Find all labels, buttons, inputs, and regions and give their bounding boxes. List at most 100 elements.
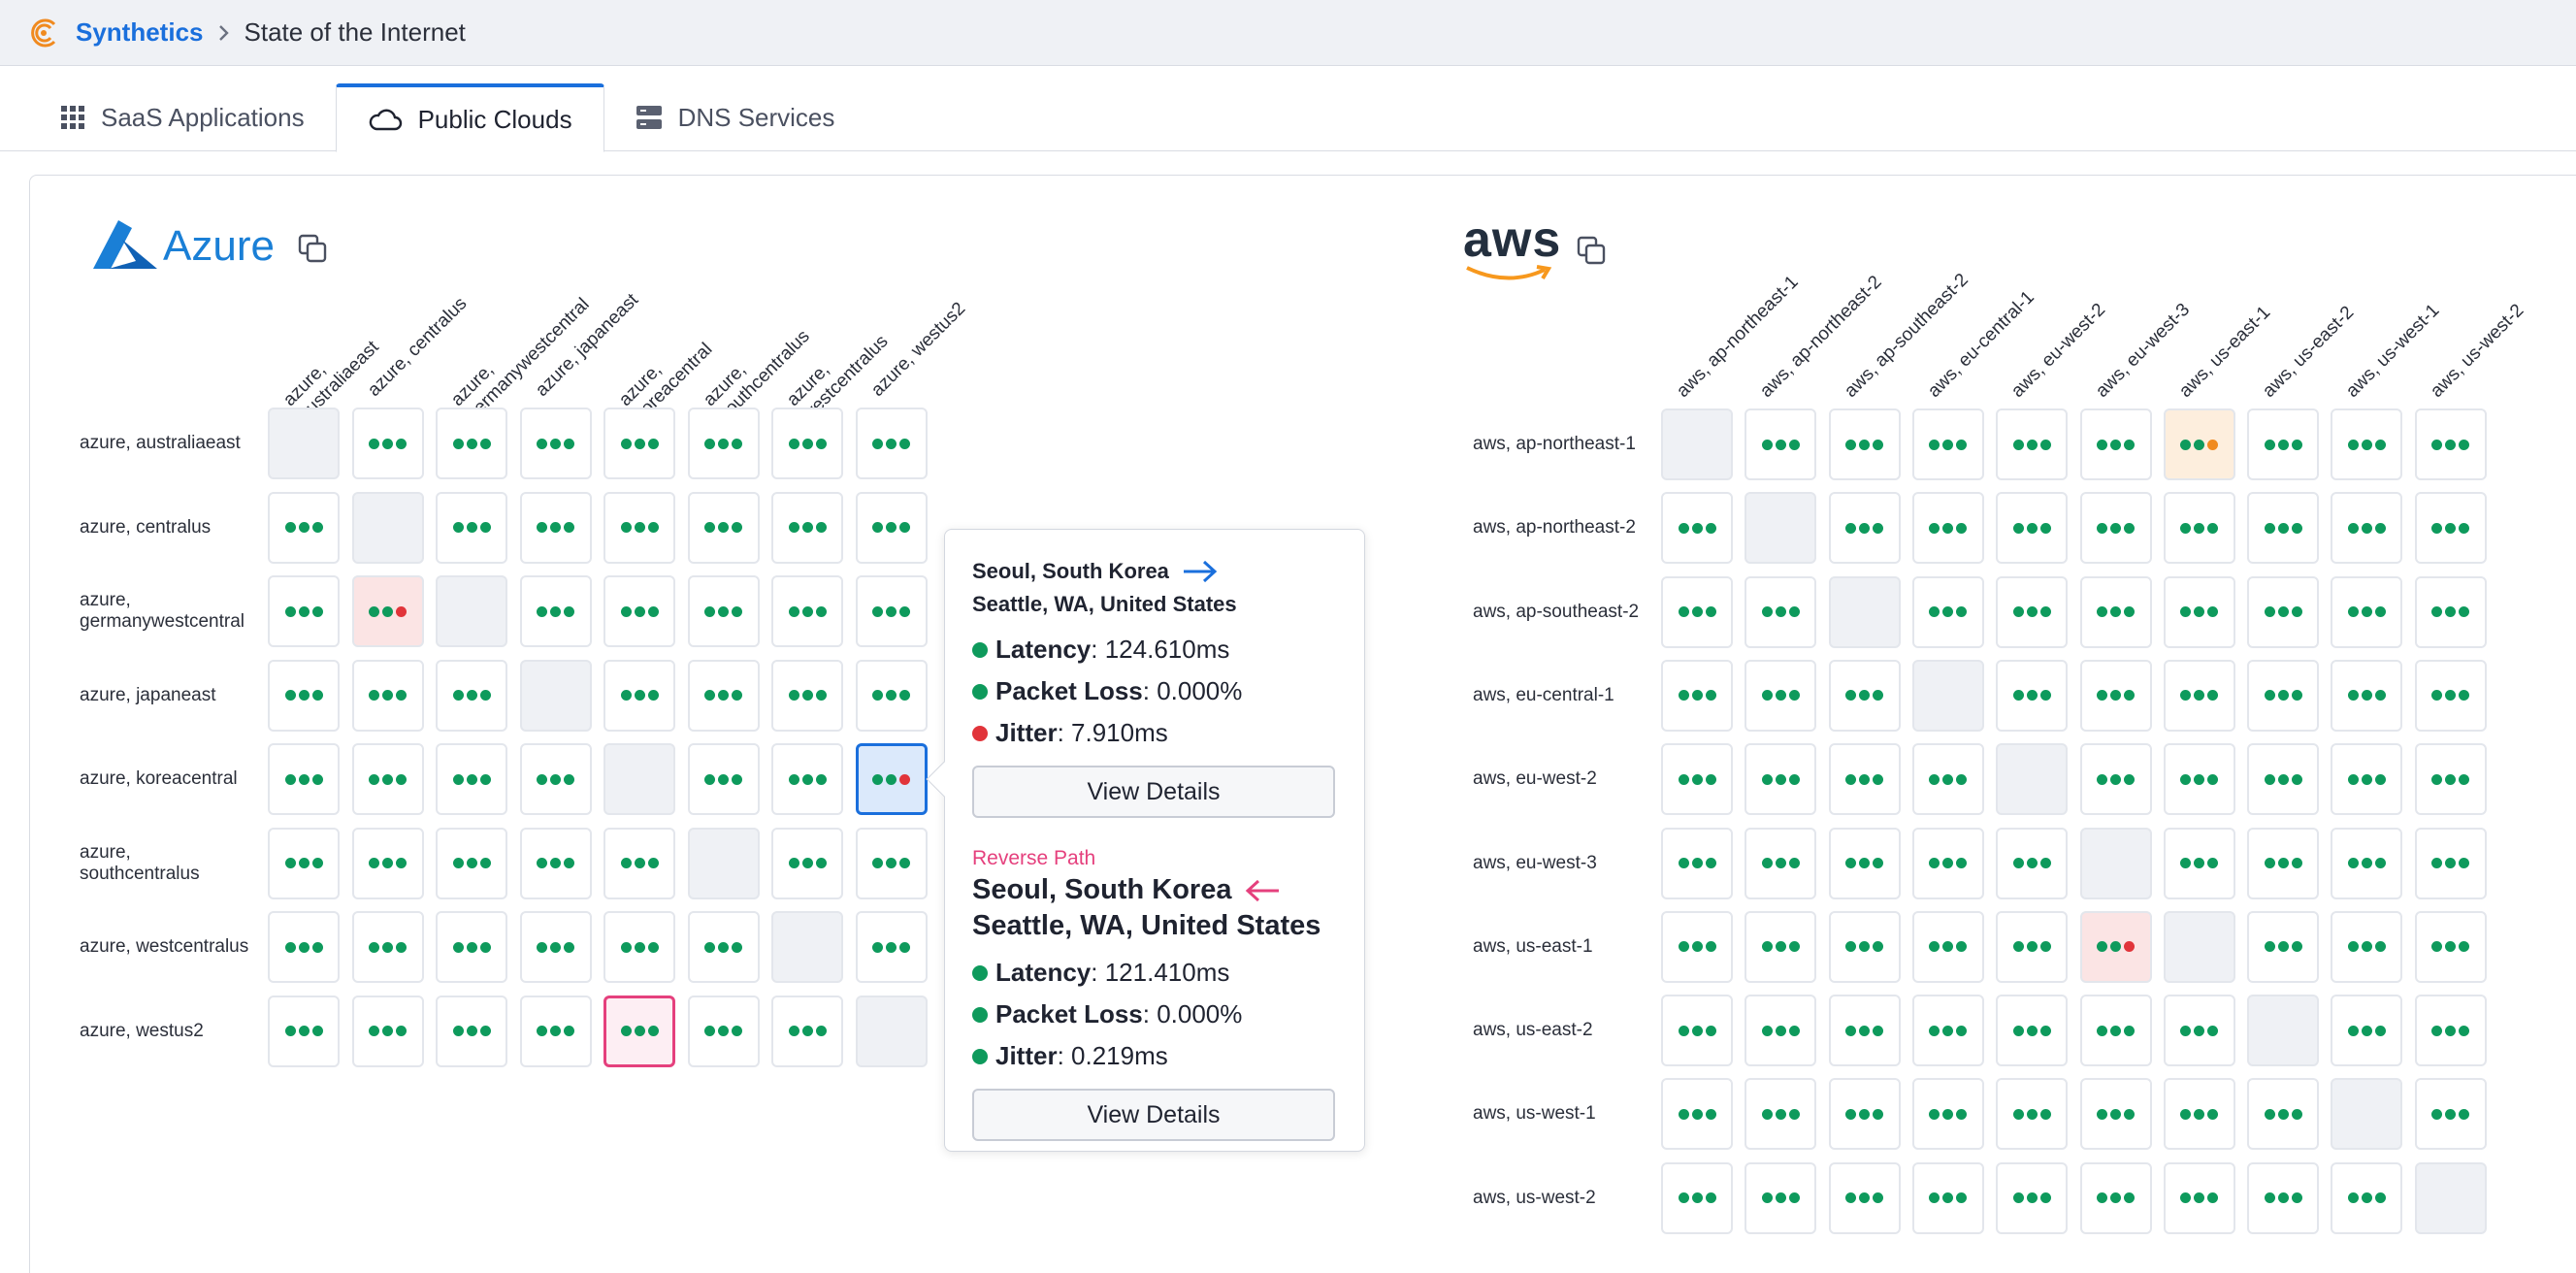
matrix-cell[interactable]: [687, 911, 760, 983]
reverse-view-details-button[interactable]: View Details: [972, 1089, 1335, 1141]
matrix-cell[interactable]: [1828, 910, 1901, 983]
matrix-cell[interactable]: [2331, 575, 2403, 648]
matrix-cell[interactable]: [1911, 408, 1984, 480]
matrix-cell[interactable]: [436, 827, 507, 899]
matrix-cell[interactable]: [2247, 492, 2320, 565]
matrix-cell[interactable]: [436, 491, 507, 564]
tab-public-clouds[interactable]: Public Clouds: [335, 83, 604, 152]
matrix-cell[interactable]: [1745, 995, 1817, 1067]
matrix-cell[interactable]: [2414, 995, 2487, 1067]
matrix-cell[interactable]: [2414, 575, 2487, 648]
matrix-cell[interactable]: [2414, 827, 2487, 899]
matrix-cell[interactable]: [436, 743, 507, 815]
matrix-cell[interactable]: [2331, 492, 2403, 565]
matrix-cell[interactable]: [855, 408, 928, 479]
matrix-cell[interactable]: [519, 491, 592, 564]
matrix-cell[interactable]: [603, 995, 675, 1067]
matrix-cell[interactable]: [1828, 659, 1901, 732]
matrix-cell[interactable]: [2079, 492, 2152, 565]
matrix-cell[interactable]: [771, 408, 843, 479]
matrix-cell[interactable]: [2414, 408, 2487, 480]
matrix-cell[interactable]: [2247, 743, 2320, 816]
matrix-cell[interactable]: [687, 575, 760, 647]
matrix-cell[interactable]: [351, 408, 424, 479]
matrix-cell[interactable]: [2247, 827, 2320, 899]
matrix-cell[interactable]: [687, 659, 760, 732]
matrix-cell[interactable]: [771, 491, 843, 564]
matrix-cell[interactable]: [2247, 575, 2320, 648]
matrix-cell[interactable]: [1661, 743, 1733, 816]
matrix-cell[interactable]: [2331, 827, 2403, 899]
matrix-cell[interactable]: [1828, 492, 1901, 565]
matrix-cell[interactable]: [2331, 659, 2403, 732]
matrix-cell[interactable]: [1911, 1161, 1984, 1234]
matrix-cell[interactable]: [1828, 408, 1901, 480]
matrix-cell[interactable]: [2414, 1078, 2487, 1151]
matrix-cell[interactable]: [1828, 995, 1901, 1067]
matrix-cell[interactable]: [2163, 1161, 2235, 1234]
matrix-cell[interactable]: [1661, 492, 1733, 565]
matrix-cell[interactable]: [603, 408, 675, 479]
matrix-cell[interactable]: [2163, 1078, 2235, 1151]
matrix-cell[interactable]: [2079, 995, 2152, 1067]
matrix-cell[interactable]: [1745, 743, 1817, 816]
matrix-cell[interactable]: [1745, 1161, 1817, 1234]
matrix-cell[interactable]: [351, 659, 424, 732]
matrix-cell[interactable]: [855, 575, 928, 647]
matrix-cell[interactable]: [1996, 659, 2069, 732]
matrix-cell[interactable]: [268, 911, 340, 983]
matrix-cell[interactable]: [519, 995, 592, 1067]
matrix-cell[interactable]: [519, 575, 592, 647]
matrix-cell[interactable]: [2247, 910, 2320, 983]
matrix-cell[interactable]: [1911, 910, 1984, 983]
matrix-cell[interactable]: [519, 408, 592, 479]
matrix-cell[interactable]: [1911, 1078, 1984, 1151]
matrix-cell[interactable]: [1661, 827, 1733, 899]
matrix-cell[interactable]: [771, 743, 843, 815]
matrix-cell[interactable]: [1911, 827, 1984, 899]
matrix-cell[interactable]: [687, 743, 760, 815]
matrix-cell[interactable]: [2247, 659, 2320, 732]
matrix-cell[interactable]: [855, 743, 928, 815]
matrix-cell[interactable]: [603, 659, 675, 732]
matrix-cell[interactable]: [1745, 827, 1817, 899]
matrix-cell[interactable]: [351, 743, 424, 815]
matrix-cell[interactable]: [603, 491, 675, 564]
matrix-cell[interactable]: [1996, 827, 2069, 899]
matrix-cell[interactable]: [1661, 995, 1733, 1067]
matrix-cell[interactable]: [687, 408, 760, 479]
matrix-cell[interactable]: [2079, 1161, 2152, 1234]
matrix-cell[interactable]: [855, 491, 928, 564]
matrix-cell[interactable]: [2414, 492, 2487, 565]
matrix-cell[interactable]: [1661, 575, 1733, 648]
matrix-cell[interactable]: [1661, 659, 1733, 732]
matrix-cell[interactable]: [268, 491, 340, 564]
matrix-cell[interactable]: [1745, 408, 1817, 480]
matrix-cell[interactable]: [2163, 743, 2235, 816]
matrix-cell[interactable]: [2079, 1078, 2152, 1151]
matrix-cell[interactable]: [2163, 827, 2235, 899]
matrix-cell[interactable]: [436, 659, 507, 732]
matrix-cell[interactable]: [2079, 575, 2152, 648]
matrix-cell[interactable]: [771, 995, 843, 1067]
matrix-cell[interactable]: [2247, 1078, 2320, 1151]
matrix-cell[interactable]: [2079, 910, 2152, 983]
matrix-cell[interactable]: [519, 911, 592, 983]
matrix-cell[interactable]: [2163, 659, 2235, 732]
matrix-cell[interactable]: [603, 827, 675, 899]
azure-copy-button[interactable]: [297, 233, 330, 266]
matrix-cell[interactable]: [2331, 1161, 2403, 1234]
matrix-cell[interactable]: [1828, 827, 1901, 899]
matrix-cell[interactable]: [2247, 408, 2320, 480]
matrix-cell[interactable]: [1996, 492, 2069, 565]
matrix-cell[interactable]: [1996, 575, 2069, 648]
matrix-cell[interactable]: [1745, 575, 1817, 648]
matrix-cell[interactable]: [1911, 743, 1984, 816]
matrix-cell[interactable]: [351, 575, 424, 647]
matrix-cell[interactable]: [2163, 995, 2235, 1067]
matrix-cell[interactable]: [2079, 408, 2152, 480]
matrix-cell[interactable]: [1996, 408, 2069, 480]
matrix-cell[interactable]: [855, 659, 928, 732]
matrix-cell[interactable]: [268, 995, 340, 1067]
matrix-cell[interactable]: [268, 743, 340, 815]
